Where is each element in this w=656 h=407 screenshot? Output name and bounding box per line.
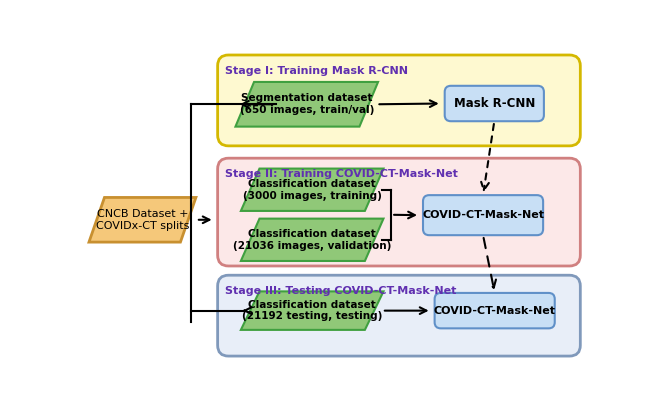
Polygon shape [236,82,378,127]
Text: COVID-CT-Mask-Net: COVID-CT-Mask-Net [434,306,556,316]
FancyBboxPatch shape [218,158,581,266]
FancyBboxPatch shape [435,293,555,328]
Polygon shape [241,219,384,261]
Text: COVID-CT-Mask-Net: COVID-CT-Mask-Net [422,210,544,220]
Polygon shape [241,291,384,330]
Polygon shape [241,168,384,211]
FancyBboxPatch shape [218,55,581,146]
Text: Stage III: Testing COVID-CT-Mask-Net: Stage III: Testing COVID-CT-Mask-Net [226,286,457,296]
Text: Stage II: Training COVID-CT-Mask-Net: Stage II: Training COVID-CT-Mask-Net [226,169,459,179]
Text: Segmentation dataset
(650 images, train/val): Segmentation dataset (650 images, train/… [239,94,374,115]
Text: Stage I: Training Mask R-CNN: Stage I: Training Mask R-CNN [226,66,409,76]
Text: Mask R-CNN: Mask R-CNN [453,97,535,110]
FancyBboxPatch shape [423,195,543,235]
Text: Classification dataset
(21192 testing, testing): Classification dataset (21192 testing, t… [242,300,382,322]
Text: Classification dataset
(21036 images, validation): Classification dataset (21036 images, va… [233,229,392,251]
Polygon shape [89,197,196,242]
FancyBboxPatch shape [218,275,581,356]
Text: Classification dataset
(3000 images, training): Classification dataset (3000 images, tra… [243,179,382,201]
Text: CNCB Dataset +
COVIDx-CT splits: CNCB Dataset + COVIDx-CT splits [96,209,189,231]
FancyBboxPatch shape [445,86,544,121]
